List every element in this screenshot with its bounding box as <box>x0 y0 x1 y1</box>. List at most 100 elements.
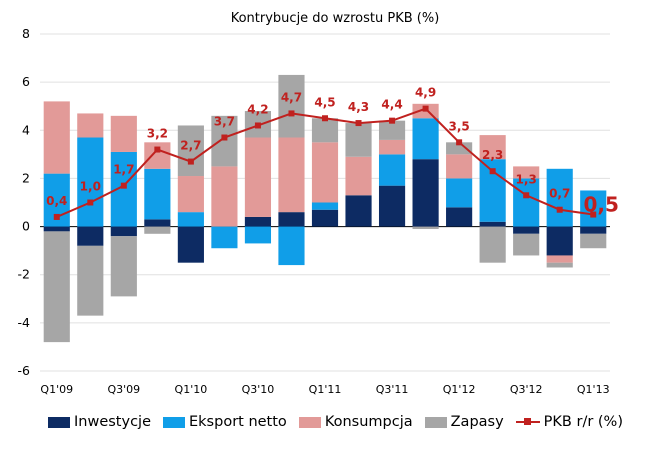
y-tick-label: 0 <box>22 219 30 234</box>
bar-inwestycje <box>278 212 305 227</box>
bar-konsumpcja <box>479 135 506 160</box>
bar-zapasy <box>110 236 137 297</box>
pkb-point <box>120 182 127 189</box>
pkb-data-label: 1,7 <box>113 163 134 177</box>
bar-konsumpcja <box>513 166 540 179</box>
bar-eksport-netto <box>244 226 272 244</box>
bar-inwestycje <box>345 195 372 227</box>
bar-zapasy <box>546 262 573 268</box>
bar-zapasy <box>513 233 540 256</box>
pkb-point <box>355 120 362 127</box>
bar-konsumpcja <box>546 255 573 263</box>
x-tick-label: Q1'09 <box>40 383 73 396</box>
bar-inwestycje <box>77 226 104 246</box>
legend-item-pkb: PKB r/r (%) <box>515 414 623 430</box>
y-tick-label: -4 <box>18 315 31 330</box>
y-tick-label: 2 <box>22 170 30 185</box>
legend-swatch <box>163 416 185 428</box>
bar-eksport-netto <box>412 118 439 160</box>
bar-inwestycje <box>177 226 204 263</box>
bar-zapasy <box>77 245 104 316</box>
data-labels: 0,4 1,0 1,7 3,2 2,7 3,7 4,2 4,7 4,5 4,3 4,4 4,9 3,5 2… <box>46 86 619 217</box>
x-tick-label: Q1'12 <box>443 383 476 396</box>
bar-zapasy <box>412 226 439 229</box>
bar-konsumpcja <box>211 166 238 227</box>
pkb-line <box>53 105 597 220</box>
legend-label: Konsumpcja <box>324 414 413 430</box>
legend-label: Inwestycje <box>74 414 151 430</box>
bar-eksport-netto <box>177 212 204 227</box>
bar-eksport-netto <box>211 226 238 249</box>
x-tick-label: Q3'10 <box>242 383 275 396</box>
bar-eksport-netto <box>311 202 339 210</box>
pkb-point <box>422 105 429 112</box>
pkb-point <box>489 168 496 175</box>
bar-zapasy <box>278 74 305 138</box>
legend-label: Eksport netto <box>189 414 287 430</box>
bar-inwestycje <box>244 216 272 227</box>
bar-inwestycje <box>110 226 137 237</box>
bar-zapasy <box>446 142 473 155</box>
pkb-point <box>221 134 228 141</box>
legend-item-zapasy: Zapasy <box>424 414 504 430</box>
bar-inwestycje <box>446 207 473 227</box>
bar-inwestycje <box>546 226 573 256</box>
bar-inwestycje <box>311 209 339 227</box>
x-axis: Q1'09 Q3'09 Q1'10 Q3'10 Q1'11 Q3'11 Q1'12 Q3'12… <box>40 383 609 396</box>
pkb-point <box>87 199 94 206</box>
legend-swatch <box>298 416 321 428</box>
x-tick-label: Q3'09 <box>107 383 140 396</box>
pkb-point <box>523 192 530 199</box>
bar-zapasy <box>211 115 238 167</box>
pkb-point <box>456 139 463 146</box>
bar-eksport-netto <box>77 137 104 227</box>
bar-eksport-netto <box>546 168 573 227</box>
bar-konsumpcja <box>378 139 406 155</box>
legend-label: Zapasy <box>450 414 504 430</box>
bar-inwestycje <box>513 226 540 234</box>
bar-eksport-netto <box>446 178 473 208</box>
bar-eksport-netto <box>580 190 607 227</box>
bar-eksport-netto <box>513 178 540 227</box>
pkb-point <box>53 213 60 220</box>
chart-title: Kontrybucje do wzrostu PKB (%) <box>231 11 440 26</box>
bar-eksport-netto <box>278 226 305 266</box>
pkb-data-label: 3,2 <box>147 127 168 141</box>
pkb-data-label: 4,3 <box>348 100 369 114</box>
bar-konsumpcja <box>77 113 104 138</box>
pkb-point <box>154 146 161 153</box>
pkb-data-label: 2,3 <box>482 148 503 162</box>
bar-inwestycje <box>479 221 506 227</box>
pkb-data-label: 2,7 <box>180 139 201 153</box>
legend-line-marker-icon <box>515 416 540 428</box>
bar-inwestycje <box>580 226 607 234</box>
pkb-data-label: 0,4 <box>46 194 67 208</box>
pkb-data-label: 1,3 <box>516 172 537 186</box>
pkb-point <box>556 206 563 213</box>
x-tick-label: Q1'13 <box>577 383 610 396</box>
bar-zapasy <box>144 226 171 234</box>
y-tick-label: 8 <box>22 26 30 41</box>
bar-inwestycje <box>144 219 171 227</box>
pkb-data-label: 4,5 <box>314 95 335 109</box>
x-tick-label: Q3'11 <box>376 383 409 396</box>
bar-konsumpcja <box>278 137 305 213</box>
pkb-point <box>187 158 194 165</box>
bar-konsumpcja <box>311 142 339 203</box>
pkb-data-label: 4,4 <box>381 98 402 112</box>
pkb-point <box>590 211 597 218</box>
pkb-data-label: 4,9 <box>415 86 436 100</box>
y-tick-label: 6 <box>22 74 30 89</box>
y-tick-label: -6 <box>18 363 31 378</box>
legend-item-eksport-netto: Eksport netto <box>163 414 287 430</box>
pkb-data-label: 3,7 <box>214 115 235 129</box>
bar-inwestycje <box>378 185 406 227</box>
legend-swatch <box>424 416 447 428</box>
legend-item-inwestycje: Inwestycje <box>48 414 151 430</box>
pkb-data-label: 4,7 <box>281 90 302 104</box>
bar-konsumpcja <box>43 101 70 174</box>
pkb-data-label: 3,5 <box>448 119 469 133</box>
bar-eksport-netto <box>378 154 406 186</box>
legend-label: PKB r/r (%) <box>543 414 623 430</box>
